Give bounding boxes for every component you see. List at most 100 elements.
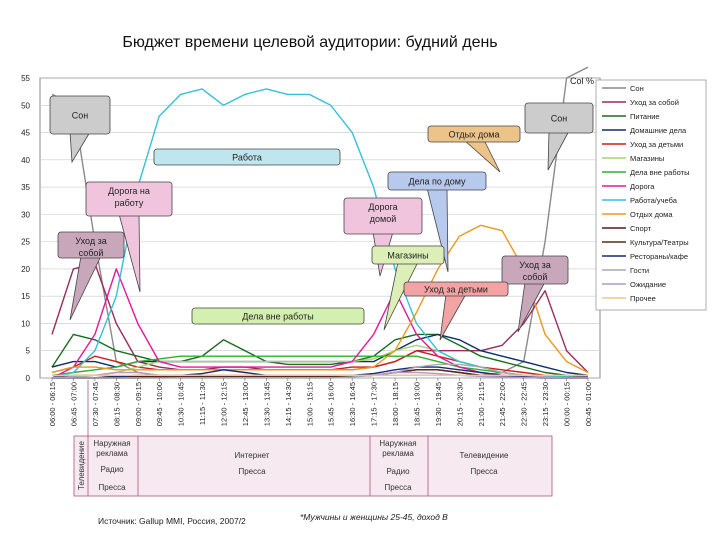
media-cell: Пресса [470, 467, 498, 476]
y-tick-label: 45 [21, 129, 30, 138]
x-tick-label: 15:45 - 16:00 [327, 382, 336, 426]
callout-label: Дорога [368, 202, 397, 212]
x-tick-label: 20:15 - 20:30 [455, 382, 464, 426]
callout: Дорога домой [343, 197, 423, 277]
callout-label: Отдых дома [449, 130, 500, 140]
y-tick-label: 40 [21, 156, 30, 165]
media-cell: Интернет [235, 451, 270, 460]
callout: Сон [524, 102, 594, 171]
callout-box [191, 307, 365, 325]
legend-label: Спорт [630, 224, 652, 233]
callout-label: домой [370, 214, 396, 224]
y-tick-label: 35 [21, 183, 30, 192]
callout-box [427, 125, 521, 143]
callout-label: Работа [232, 153, 262, 163]
x-tick-label: 11:15 - 11:30 [198, 382, 207, 425]
x-tick-label: 13:30 - 13:45 [262, 382, 271, 426]
media-cell: реклама [382, 449, 414, 458]
callout-box [501, 255, 569, 285]
legend-label: Рестораны/кафе [630, 252, 688, 261]
media-cell: Наружная [93, 439, 130, 448]
callout: Дела вне работы [191, 307, 365, 325]
callouts: Сон Сон Отдых дома Работа Дела по дому Дорога… [49, 95, 594, 341]
y-tick-label: 5 [26, 347, 31, 356]
x-tick-label: 19:30 - 19:45 [434, 382, 443, 426]
x-tick-label: 07:30 - 07:45 [91, 382, 100, 426]
y-tick-label: 50 [21, 101, 30, 110]
legend-label: Сон [630, 84, 644, 93]
x-tick-label: 16:30 - 16:45 [348, 382, 357, 426]
callout: Работа [153, 148, 341, 166]
legend-label: Ожидание [630, 280, 666, 289]
y-tick-label: 20 [21, 265, 30, 274]
x-tick-label: 09:00 - 09:15 [134, 382, 143, 426]
x-tick-label: 09:45 - 10:00 [155, 382, 164, 426]
callout-box [403, 281, 509, 297]
x-tick-label: 18:00 - 18:15 [391, 382, 400, 426]
legend-label: Магазины [630, 154, 664, 163]
x-tick-label: 08:15 - 08:30 [112, 382, 121, 426]
callout: Уход за собой [501, 255, 569, 333]
media-cell: Радио [100, 465, 124, 474]
callout-label: Уход за [519, 260, 550, 270]
media-cell: Наружная [379, 439, 416, 448]
legend-box [595, 79, 707, 311]
y-tick-label: 0 [26, 374, 31, 383]
callout: Дела по дому [387, 171, 487, 273]
media-table: Телевидение НаружнаярекламаРадиоПрессаИнт… [73, 380, 553, 497]
callout-label: Дела вне работы [242, 312, 313, 322]
callout-box [85, 181, 173, 217]
legend-label: Отдых дома [630, 210, 673, 219]
y-tick-label: 15 [21, 292, 30, 301]
media-table-frame [73, 435, 553, 497]
series-lines [51, 66, 589, 379]
callout-label: Уход за [75, 236, 106, 246]
x-tick-label: 21:00 - 21:15 [477, 382, 486, 426]
x-tick-label: 17:15 - 17:30 [370, 382, 379, 426]
callout-box [343, 197, 423, 235]
y-tick-label: 30 [21, 210, 30, 219]
callout-label: Сон [551, 114, 568, 124]
legend-label: Уход за собой [630, 98, 679, 107]
x-tick-label: 12:45 - 13:00 [241, 382, 250, 426]
callout-box [49, 95, 111, 135]
legend-label: Домашние дела [630, 126, 687, 135]
media-side-label: Телевидение [77, 441, 86, 490]
footnote: *Мужчины и женщины 25-45, доход В [300, 512, 448, 522]
x-tick-label: 23:15 - 23:30 [541, 382, 550, 426]
media-cell: реклама [96, 449, 128, 458]
callout-label: Магазины [387, 251, 428, 261]
media-cell: Телевидение [460, 451, 509, 460]
x-tick-label: 00:00 - 00:15 [563, 382, 572, 426]
media-cell: Пресса [238, 467, 266, 476]
x-tick-label: 00:45 - 01:00 [584, 382, 593, 426]
callout-box [57, 231, 125, 259]
y-tick-label: 55 [21, 74, 30, 83]
series-line [51, 224, 589, 374]
page-title: Бюджет времени целевой аудитории: будний… [122, 34, 498, 51]
x-tick-label: 22:30 - 22:45 [520, 382, 529, 426]
x-tick-label: 06:45 - 07:00 [69, 382, 78, 426]
series-line [52, 363, 588, 379]
legend-label: Прочее [630, 294, 656, 303]
legend-label: Работа/учеба [630, 196, 678, 205]
y-tick-label: 10 [21, 319, 30, 328]
legend-label: Культура/Театры [630, 238, 689, 247]
callout-box [153, 148, 341, 166]
callout-box [371, 245, 445, 265]
callout-box [387, 171, 487, 191]
callout-label: Уход за детьми [424, 285, 488, 295]
x-tick-label: 15:00 - 15:15 [305, 382, 314, 426]
callout: Уход за детьми [403, 281, 509, 341]
callout: Дорога на работу [85, 181, 173, 293]
legend-label: Дела вне работы [630, 168, 689, 177]
callout: Уход за собой [57, 231, 125, 321]
legend-label: Уход за детьми [630, 140, 683, 149]
y-axis-label: Col % [570, 76, 594, 86]
media-cell: Пресса [98, 483, 126, 492]
legend-label: Гости [630, 266, 649, 275]
callout-label: Дела по дому [409, 177, 466, 187]
callout-label: собой [523, 272, 548, 282]
callout-label: Сон [72, 111, 89, 121]
